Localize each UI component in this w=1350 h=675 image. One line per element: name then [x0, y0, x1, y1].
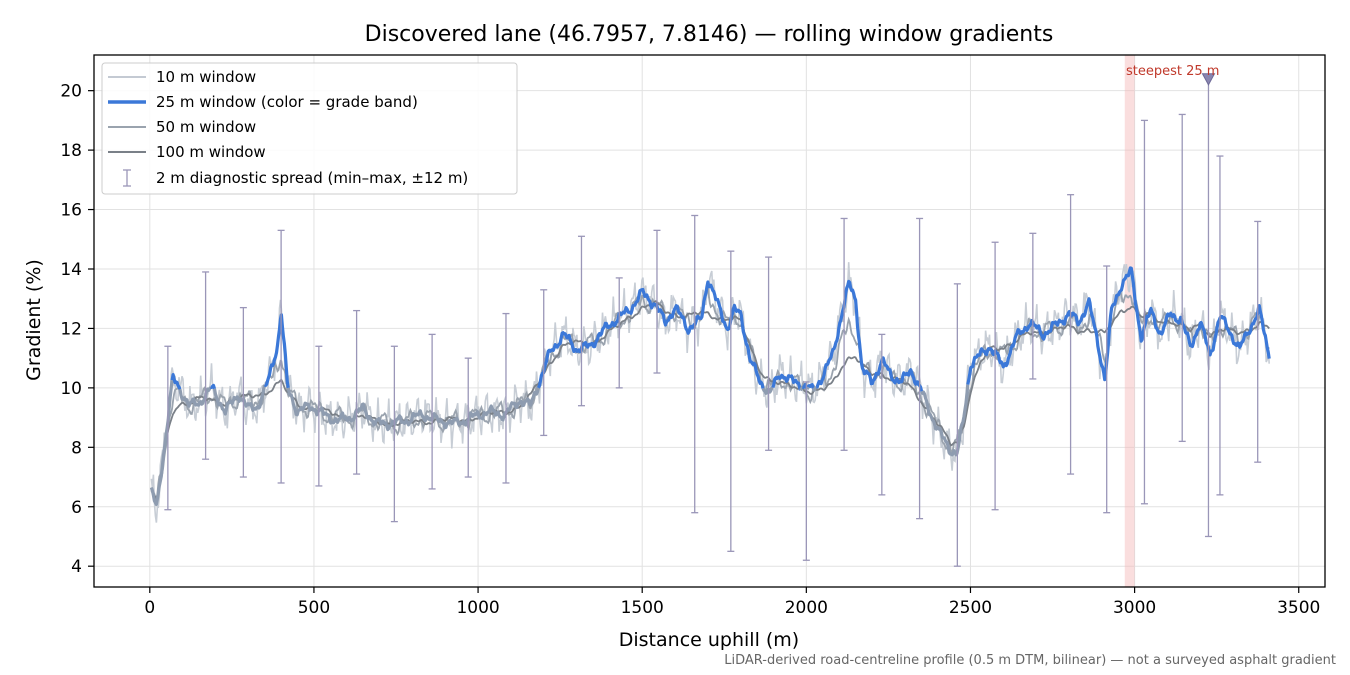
- line-25m-window-segment: [799, 386, 804, 392]
- line-25m-window-segment: [149, 380, 174, 506]
- line-25m-window-segment: [209, 383, 217, 390]
- spread-bar: [277, 229, 285, 484]
- line-25m-window-segment: [537, 280, 765, 389]
- footnote: LiDAR-derived road-centreline profile (0…: [724, 653, 1336, 668]
- y-tick-label: 14: [60, 260, 82, 280]
- series-25m-window: [149, 266, 1271, 506]
- diagnostic-spread-bars: [164, 78, 1262, 567]
- spread-bar: [202, 271, 210, 460]
- x-tick-label: 2500: [949, 598, 992, 618]
- y-tick-label: 10: [60, 379, 82, 399]
- line-25m-window-segment: [815, 279, 924, 392]
- x-axis-ticks: 0 500 1000 1500 2000 2500 3000 3500: [144, 587, 1320, 618]
- spread-bar: [916, 217, 924, 520]
- steepest-band: [1124, 55, 1135, 587]
- steepest-marker: [1201, 73, 1216, 86]
- legend-swatch-spread: [123, 169, 131, 187]
- line-25m-window-segment: [811, 386, 818, 392]
- line-25m-window-segment: [286, 387, 541, 432]
- legend-box: [101, 62, 518, 195]
- spread-bar: [1178, 113, 1186, 443]
- spread-bar: [727, 250, 735, 552]
- x-tick-label: 1000: [456, 598, 499, 618]
- spread-bar: [390, 345, 398, 523]
- spread-bar: [840, 217, 848, 451]
- x-tick-label: 3000: [1113, 598, 1156, 618]
- spread-bar: [765, 256, 773, 451]
- steepest-marker-triangle: [1201, 73, 1216, 86]
- legend-label-spread: 2 m diagnostic spread (min–max, ±12 m): [156, 169, 468, 187]
- spread-bar: [1254, 220, 1262, 463]
- y-tick-label: 16: [60, 201, 82, 221]
- series-50m-window: [150, 285, 1270, 503]
- line-25m-window-segment: [212, 384, 267, 416]
- line-25m-window-segment: [263, 313, 290, 389]
- x-axis-label: Distance uphill (m): [619, 629, 799, 651]
- y-tick-label: 4: [71, 557, 82, 577]
- legend-label-25m: 25 m window (color = grade band): [156, 93, 418, 111]
- line-25m-window-segment: [761, 386, 774, 395]
- spread-bar: [653, 229, 661, 374]
- legend-label-100m: 100 m window: [156, 143, 266, 161]
- spread-bar: [239, 306, 247, 478]
- spread-bar: [953, 283, 961, 567]
- spread-bar: [878, 333, 886, 496]
- spread-bar: [991, 241, 999, 511]
- line-100m-window: [150, 300, 1270, 502]
- plot-area: [93, 54, 1326, 588]
- spread-bar: [1067, 194, 1075, 475]
- spread-bar: [428, 333, 436, 490]
- spread-bar: [1029, 232, 1037, 380]
- y-tick-label: 6: [71, 498, 82, 518]
- steepest-label: steepest 25 m: [1126, 64, 1219, 79]
- y-axis-label: Gradient (%): [23, 259, 45, 381]
- series-10m-window: [150, 262, 1270, 523]
- spread-bar: [577, 235, 585, 407]
- spread-bar: [315, 345, 323, 487]
- spread-bar: [502, 312, 510, 484]
- line-25m-window-segment: [966, 266, 1271, 385]
- spread-bar: [802, 381, 810, 561]
- y-tick-label: 8: [71, 438, 82, 458]
- spread-bar: [540, 289, 548, 437]
- spread-bar: [464, 357, 472, 478]
- steepest-highlight: [1124, 55, 1135, 587]
- series-100m-window: [150, 300, 1270, 502]
- spread-bar: [615, 277, 623, 389]
- x-tick-label: 3500: [1277, 598, 1320, 618]
- line-25m-window-segment: [170, 373, 182, 390]
- plot-frame: [93, 54, 1326, 588]
- spread-bar: [1103, 265, 1111, 514]
- x-tick-label: 500: [298, 598, 330, 618]
- y-tick-label: 18: [60, 141, 82, 161]
- chart-title: Discovered lane (46.7957, 7.8146) — roll…: [365, 22, 1054, 47]
- y-axis-ticks: 4 6 8 10 12 14 16 18 20: [60, 82, 94, 577]
- y-tick-label: 12: [60, 319, 82, 339]
- spread-bar: [1216, 155, 1224, 496]
- legend-label-10m: 10 m window: [156, 68, 256, 86]
- legend-label-50m: 50 m window: [156, 118, 256, 136]
- legend: 10 m window 25 m window (color = grade b…: [101, 62, 518, 195]
- x-tick-label: 1500: [621, 598, 664, 618]
- spread-bar: [1140, 119, 1148, 505]
- line-25m-window-segment: [771, 373, 802, 391]
- x-tick-label: 0: [144, 598, 155, 618]
- line-10m-window: [150, 262, 1270, 523]
- x-tick-label: 2000: [785, 598, 828, 618]
- line-25m-window-segment: [806, 383, 815, 389]
- line-50m-window: [150, 285, 1270, 503]
- spread-bar: [164, 345, 172, 511]
- spread-bar: [691, 214, 699, 514]
- line-25m-window-segment: [920, 384, 970, 457]
- y-tick-label: 20: [60, 82, 82, 102]
- line-25m-window-segment: [805, 386, 810, 390]
- spread-bar: [353, 309, 361, 475]
